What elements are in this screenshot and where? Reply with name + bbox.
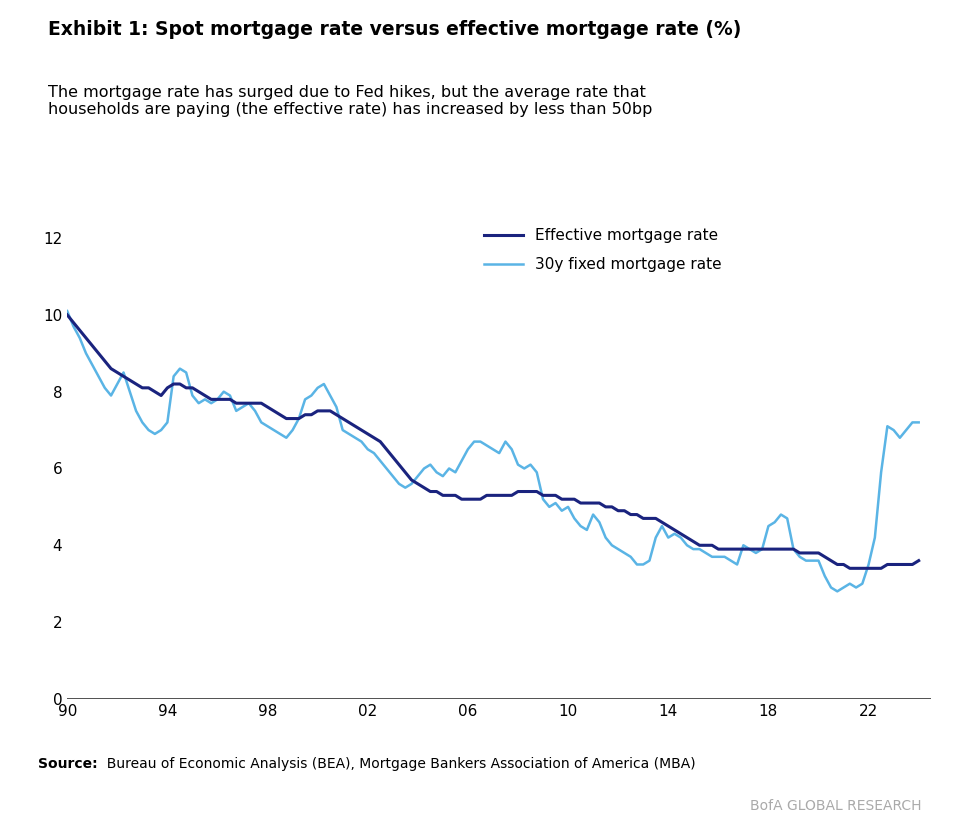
Text: The mortgage rate has surged due to Fed hikes, but the average rate that
househo: The mortgage rate has surged due to Fed …: [48, 85, 653, 117]
Text: Bureau of Economic Analysis (BEA), Mortgage Bankers Association of America (MBA): Bureau of Economic Analysis (BEA), Mortg…: [98, 757, 695, 771]
Text: BofA GLOBAL RESEARCH: BofA GLOBAL RESEARCH: [750, 799, 922, 813]
Legend: Effective mortgage rate, 30y fixed mortgage rate: Effective mortgage rate, 30y fixed mortg…: [478, 222, 728, 278]
Text: Exhibit 1: Spot mortgage rate versus effective mortgage rate (%): Exhibit 1: Spot mortgage rate versus eff…: [48, 20, 741, 39]
Text: Source:: Source:: [38, 757, 98, 771]
